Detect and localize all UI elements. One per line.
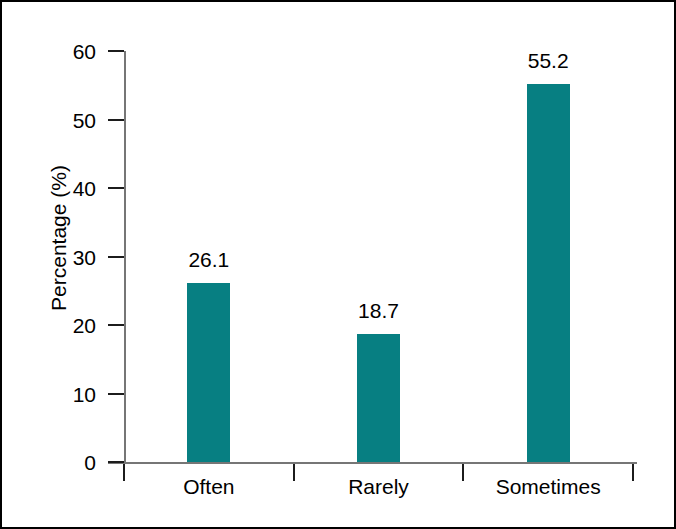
y-tick: [108, 50, 124, 52]
y-tick: [108, 324, 124, 326]
category-label-rarely: Rarely: [294, 476, 464, 498]
y-tick-label: 30: [40, 247, 96, 269]
y-tick: [108, 119, 124, 121]
y-tick-label: 10: [40, 384, 96, 406]
y-tick-label: 60: [40, 41, 96, 63]
y-tick: [108, 393, 124, 395]
chart-canvas: Percentage (%) 0102030405060 26.118.755.…: [0, 0, 676, 529]
x-axis-line: [108, 462, 637, 464]
y-tick-label: 20: [40, 315, 96, 337]
category-label-sometimes: Sometimes: [463, 476, 633, 498]
y-tick-label: 50: [40, 110, 96, 132]
y-tick: [108, 461, 124, 463]
y-tick: [108, 187, 124, 189]
y-tick-label: 40: [40, 178, 96, 200]
bar-value-label: 55.2: [503, 50, 593, 72]
category-label-often: Often: [124, 476, 294, 498]
bar-value-label: 26.1: [164, 249, 254, 271]
bar-sometimes: [527, 84, 570, 462]
y-axis-line: [124, 51, 126, 462]
y-tick: [108, 256, 124, 258]
bar-often: [187, 283, 230, 462]
bar-rarely: [357, 334, 400, 462]
bar-value-label: 18.7: [334, 300, 424, 322]
y-tick-label: 0: [40, 452, 96, 474]
